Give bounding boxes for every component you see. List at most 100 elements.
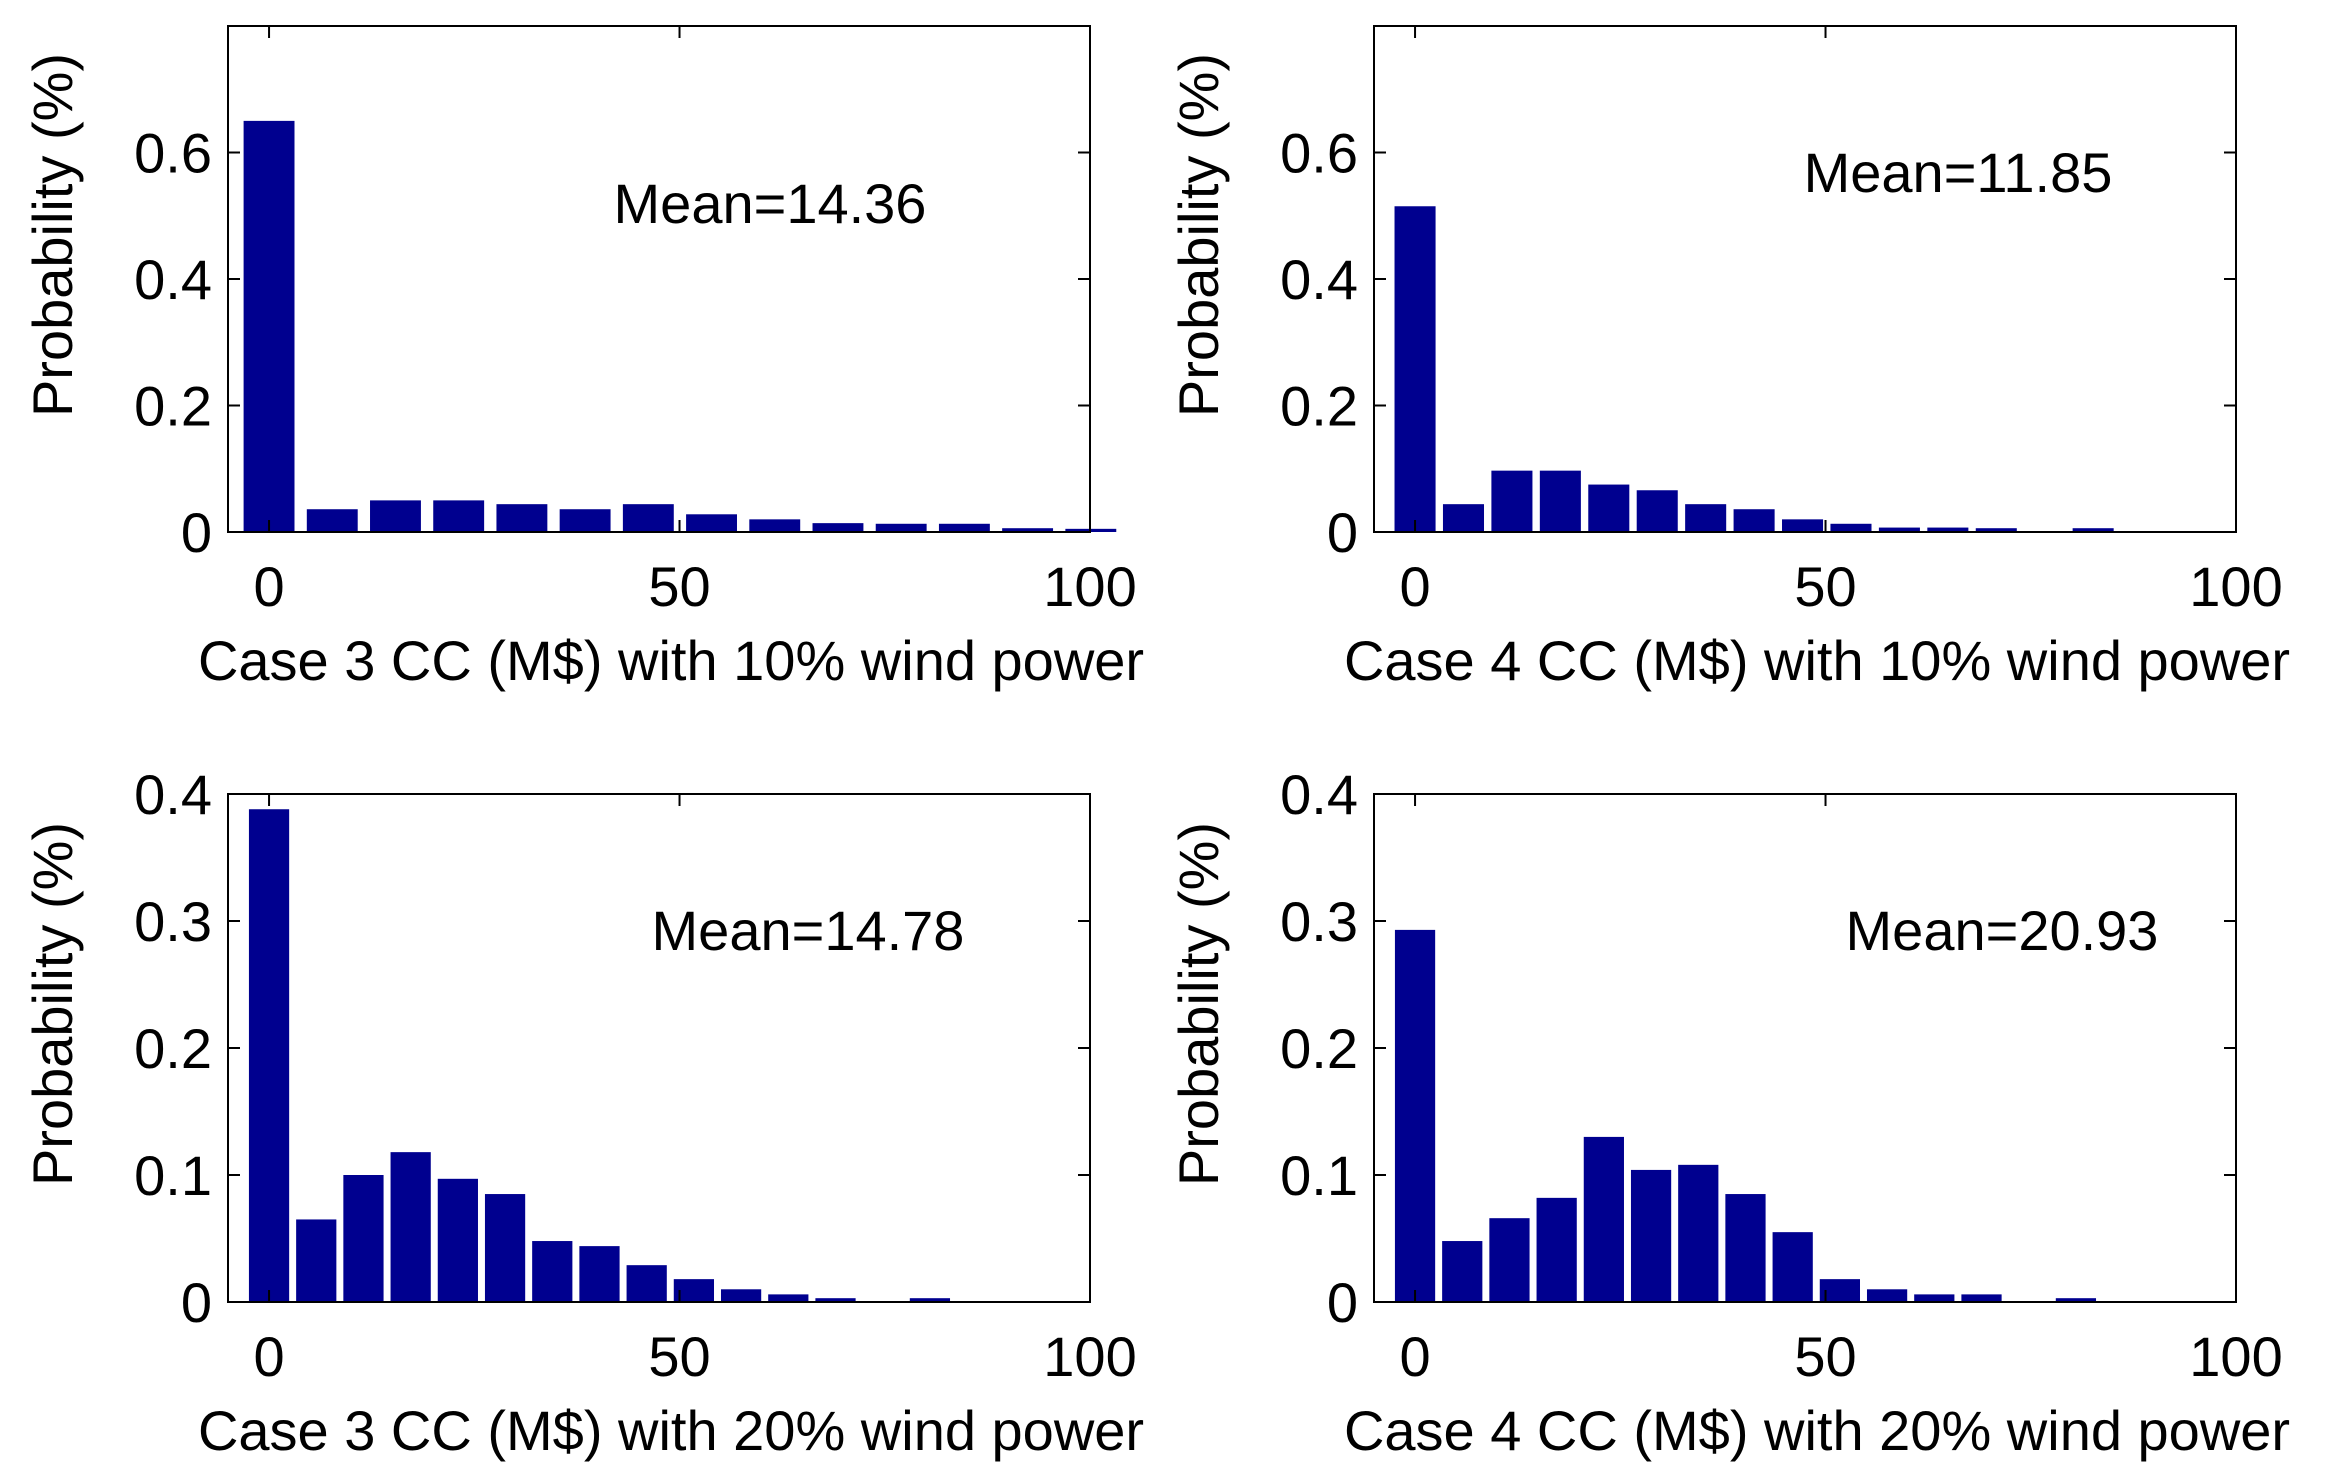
bar bbox=[626, 1265, 667, 1302]
y-tick-label: 0.3 bbox=[1280, 890, 1358, 953]
bar bbox=[559, 509, 611, 532]
y-tick-label: 0.3 bbox=[134, 890, 212, 953]
bar bbox=[390, 1152, 431, 1302]
y-tick-label: 0.4 bbox=[134, 763, 212, 826]
x-tick-label: 0 bbox=[253, 555, 284, 618]
chart-panel-2: 0 0.2 0.4 0.6 0 50 100 Case 4 CC (M$) with 10% … bbox=[1167, 25, 2290, 692]
bar bbox=[1394, 206, 1436, 532]
bar bbox=[1733, 509, 1775, 532]
y-tick-label: 0 bbox=[181, 1271, 212, 1334]
x-tick-label: 50 bbox=[648, 1325, 710, 1388]
bar bbox=[1630, 1169, 1672, 1302]
x-tick-label: 0 bbox=[1399, 1325, 1430, 1388]
x-tick-label: 50 bbox=[648, 555, 710, 618]
bar bbox=[909, 1298, 951, 1302]
chart-panel-4: 0 0.1 0.2 0.3 0.4 0 50 100 Case 4 CC (M$) with 2… bbox=[1167, 763, 2290, 1462]
y-tick-label: 0.2 bbox=[134, 1017, 212, 1080]
y-tick-label: 0 bbox=[1327, 501, 1358, 564]
bar bbox=[496, 504, 548, 532]
bar bbox=[1685, 504, 1727, 532]
bar bbox=[1636, 490, 1678, 532]
bar bbox=[686, 514, 737, 532]
x-axis-label: Case 3 CC (M$) with 20% wind power bbox=[198, 1399, 1144, 1462]
axes-frame bbox=[227, 25, 1091, 533]
y-axis-label: Probability (%) bbox=[1167, 53, 1230, 417]
bar bbox=[1678, 1164, 1719, 1302]
bar bbox=[1491, 470, 1533, 532]
y-axis-label: Probability (%) bbox=[21, 53, 84, 417]
x-tick-label: 50 bbox=[1794, 1325, 1856, 1388]
mean-annotation: Mean=20.93 bbox=[1846, 899, 2159, 962]
bar bbox=[579, 1246, 620, 1302]
bar bbox=[1961, 1294, 2002, 1302]
bar bbox=[1588, 484, 1630, 532]
bar bbox=[1442, 504, 1485, 532]
axes-frame bbox=[1373, 25, 2237, 533]
x-axis-label: Case 3 CC (M$) with 10% wind power bbox=[198, 629, 1144, 692]
x-axis-label: Case 4 CC (M$) with 10% wind power bbox=[1344, 629, 2290, 692]
mean-annotation: Mean=14.78 bbox=[652, 899, 965, 962]
bar bbox=[306, 509, 358, 532]
y-tick-label: 0.1 bbox=[1280, 1144, 1358, 1207]
y-tick-label: 0.1 bbox=[134, 1144, 212, 1207]
bar bbox=[370, 500, 421, 532]
bar bbox=[1442, 1241, 1483, 1302]
bar bbox=[749, 519, 801, 532]
y-tick-label: 0.6 bbox=[134, 122, 212, 185]
y-tick-label: 0.2 bbox=[134, 375, 212, 438]
bar bbox=[875, 523, 927, 532]
mean-annotation: Mean=11.85 bbox=[1804, 141, 2113, 204]
bar bbox=[1927, 527, 1969, 532]
bar bbox=[812, 523, 864, 532]
x-tick-label: 0 bbox=[253, 1325, 284, 1388]
x-axis-label: Case 4 CC (M$) with 20% wind power bbox=[1344, 1399, 2290, 1462]
x-tick-label: 100 bbox=[2189, 1325, 2282, 1388]
bar bbox=[296, 1219, 337, 1302]
y-tick-label: 0.6 bbox=[1280, 122, 1358, 185]
bar bbox=[1782, 519, 1824, 532]
mean-annotation: Mean=14.36 bbox=[614, 172, 927, 235]
bar bbox=[484, 1194, 526, 1302]
x-tick-label: 0 bbox=[1399, 555, 1430, 618]
y-axis-label: Probability (%) bbox=[21, 822, 84, 1186]
x-tick-label: 100 bbox=[1043, 1325, 1136, 1388]
bar bbox=[673, 1279, 715, 1302]
bar bbox=[1830, 523, 1872, 532]
y-tick-label: 0.2 bbox=[1280, 375, 1358, 438]
bar bbox=[1539, 470, 1581, 532]
bar bbox=[433, 500, 485, 532]
bar bbox=[1725, 1194, 1766, 1302]
bar bbox=[1914, 1294, 1955, 1302]
bar bbox=[720, 1289, 762, 1302]
y-tick-label: 0 bbox=[181, 501, 212, 564]
bar bbox=[1819, 1279, 1861, 1302]
y-tick-label: 0.4 bbox=[134, 248, 212, 311]
chart-panel-3: 0 0.1 0.2 0.3 0.4 0 50 100 Case 3 CC (M$) with 2… bbox=[21, 763, 1144, 1462]
bar bbox=[1002, 528, 1054, 532]
bar bbox=[1878, 527, 1920, 532]
bar bbox=[243, 120, 295, 532]
chart-panel-1: 0 0.2 0.4 0.6 0 50 100 Case 3 CC (M$) with 10% … bbox=[21, 25, 1144, 692]
bar bbox=[1394, 929, 1436, 1302]
bar bbox=[815, 1298, 856, 1302]
bar bbox=[2055, 1298, 2097, 1302]
bar bbox=[2072, 528, 2114, 532]
bar bbox=[1536, 1197, 1577, 1302]
bar bbox=[1489, 1218, 1530, 1302]
bar bbox=[1772, 1232, 1813, 1302]
x-tick-label: 100 bbox=[2189, 555, 2282, 618]
x-tick-label: 100 bbox=[1043, 555, 1136, 618]
bar bbox=[343, 1175, 384, 1302]
bar bbox=[622, 504, 674, 532]
bar bbox=[437, 1178, 478, 1302]
bar bbox=[1975, 528, 2017, 532]
bar bbox=[1866, 1289, 1908, 1302]
bar bbox=[532, 1241, 573, 1302]
bar bbox=[1583, 1136, 1624, 1302]
y-axis-label: Probability (%) bbox=[1167, 822, 1230, 1186]
bar bbox=[248, 809, 290, 1302]
x-tick-label: 50 bbox=[1794, 555, 1856, 618]
y-tick-label: 0 bbox=[1327, 1271, 1358, 1334]
y-tick-label: 0.2 bbox=[1280, 1017, 1358, 1080]
